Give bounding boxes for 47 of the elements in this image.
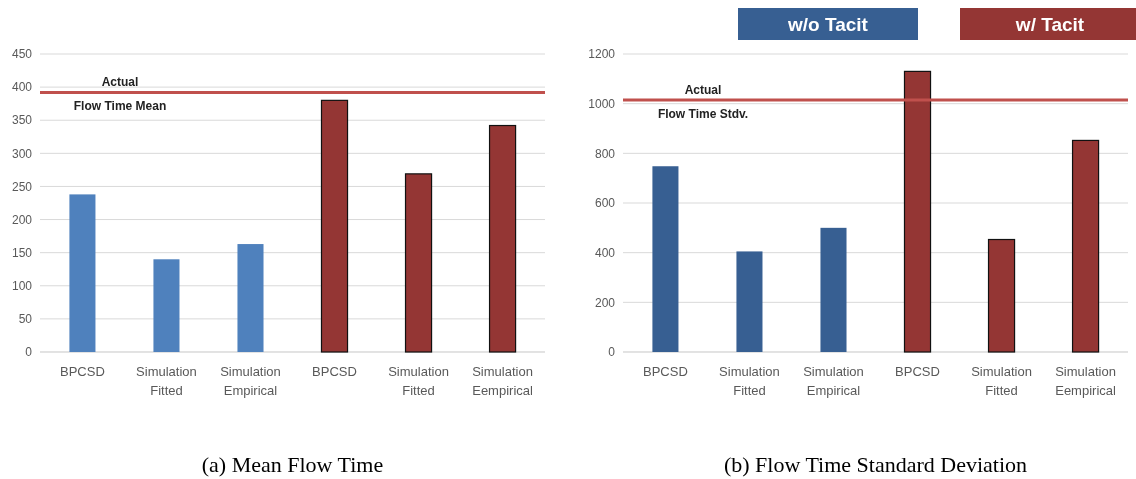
y-tick-label: 400 [11, 80, 33, 95]
x-tick-label: BPCSD [60, 364, 105, 379]
y-tick-label: 450 [11, 47, 33, 62]
y-tick-label: 250 [11, 179, 33, 194]
y-tick-label: 300 [11, 146, 33, 161]
bar [652, 166, 679, 352]
y-tick-label: 1200 [588, 47, 616, 62]
y-tick-label: 200 [11, 212, 33, 227]
y-tick-label: 350 [11, 113, 33, 128]
x-tick-label: Simulation Fitted [136, 364, 197, 398]
x-tick-label: Simulation Eempirical [1055, 364, 1117, 398]
x-tick-label: Simulation Fitted [388, 364, 449, 398]
text: (b) Flow Time Standard Deviation [723, 452, 1028, 477]
bar [1071, 139, 1100, 353]
y-tick-label: 0 [25, 345, 33, 360]
x-tick-label: Simulation Fitted [719, 364, 780, 398]
y-tick-label: 50 [18, 312, 33, 327]
y-tick-label: 800 [594, 146, 616, 161]
bar [736, 251, 763, 352]
x-tick-label: BPCSD [312, 364, 357, 379]
y-tick-label: 1000 [588, 96, 616, 111]
y-tick-label: 100 [11, 278, 33, 293]
bar [69, 194, 96, 352]
x-tick-label: Simulation Fitted [971, 364, 1032, 398]
text: (a) Mean Flow Time [201, 452, 384, 477]
bar [237, 244, 264, 352]
y-tick-label: 200 [594, 295, 616, 310]
bar [903, 70, 932, 353]
y-tick-label: 400 [594, 245, 616, 260]
x-tick-label: Simulation Empirical [220, 364, 281, 398]
text: w/ Tacit [1014, 14, 1085, 35]
x-tick-label: Simulation Eempirical [472, 364, 534, 398]
y-tick-label: 0 [608, 345, 616, 360]
y-tick-label: 150 [11, 245, 33, 260]
bar [820, 227, 847, 352]
bar [153, 259, 180, 352]
x-tick-label: BPCSD [895, 364, 940, 379]
y-tick-label: 600 [594, 196, 616, 211]
text: w/o Tacit [787, 14, 869, 35]
ref-line-label: Actual Flow Time Mean [73, 75, 167, 114]
x-tick-label: Simulation Empirical [803, 364, 864, 398]
ref-line-label: Actual Flow Time Stdv. [657, 82, 749, 121]
bar [404, 173, 433, 353]
bar [987, 238, 1016, 353]
bar [320, 99, 349, 353]
bar [488, 124, 517, 353]
x-tick-label: BPCSD [643, 364, 688, 379]
